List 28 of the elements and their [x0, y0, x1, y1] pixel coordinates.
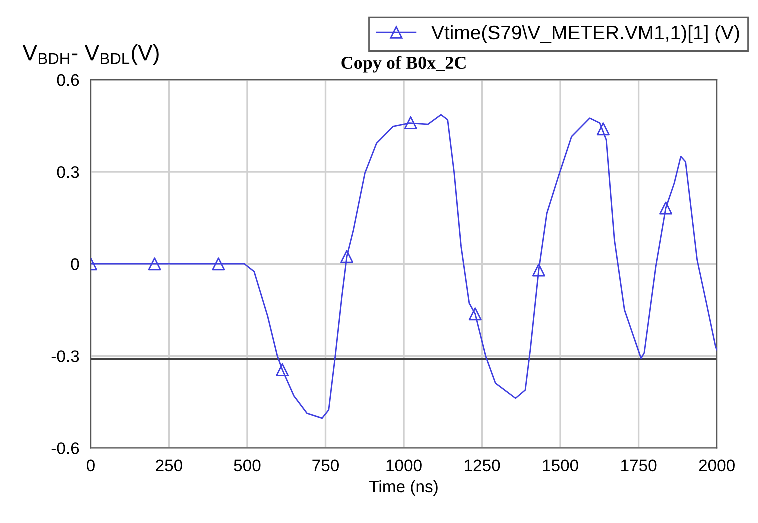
- legend-label: Vtime(S79\V_METER.VM1,1)[1] (V): [432, 25, 740, 44]
- x-tick-label: 1500: [543, 460, 578, 472]
- x-tick-label: 1250: [465, 460, 500, 472]
- point: [148, 258, 162, 271]
- point: [276, 363, 290, 376]
- y-tick-label: -0.6: [52, 442, 80, 454]
- y-tick-label: 0: [71, 258, 80, 270]
- x-tick-label: 750: [312, 460, 340, 472]
- point: [596, 122, 610, 136]
- x-tick-label: 500: [234, 460, 261, 472]
- chart-title: Copy of B0x_2C: [342, 56, 466, 73]
- point: [660, 202, 673, 215]
- x-tick-label: 1000: [386, 460, 422, 472]
- line-series: [90, 114, 718, 420]
- x-tick-label: 0: [86, 460, 95, 472]
- point: [404, 116, 418, 130]
- point: [212, 258, 226, 271]
- point: [340, 250, 354, 264]
- point: [468, 308, 482, 321]
- x-axis-title: Time (ns): [370, 480, 438, 496]
- x-tick-label: 2000: [699, 460, 735, 472]
- x-tick-label: 250: [156, 460, 182, 472]
- y-tick-label: 0.3: [57, 166, 80, 178]
- y-tick-label: -0.3: [52, 350, 80, 362]
- y-tick-label: 0.6: [57, 74, 80, 86]
- x-tick-label: 1750: [622, 460, 657, 472]
- y-axis-title: V$_{BDH}$- V$_{BDL}$(V): [22, 44, 159, 66]
- point: [532, 264, 546, 277]
